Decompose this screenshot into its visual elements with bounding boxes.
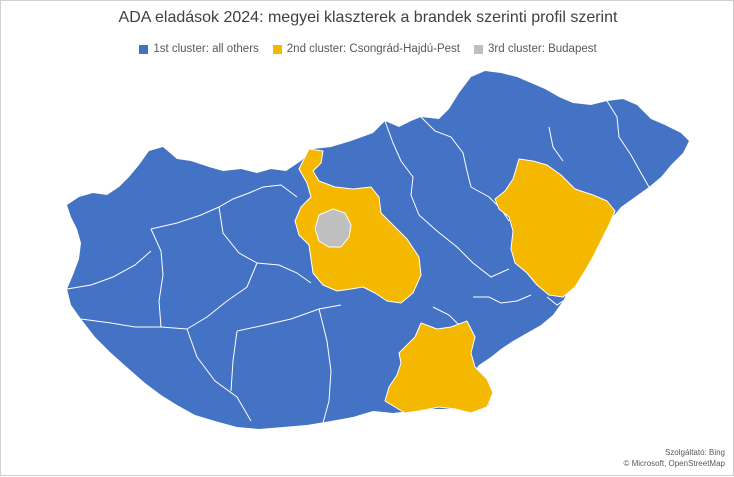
legend-swatch-cluster-2	[272, 44, 282, 54]
legend-label-cluster-1: 1st cluster: all others	[153, 43, 259, 55]
legend-swatch-cluster-3	[474, 44, 484, 54]
legend-label-cluster-2: 2nd cluster: Csongrád-Hajdú-Pest	[286, 43, 461, 55]
county-csongrad	[384, 320, 494, 414]
credit-provider: Szolgáltató: Bing	[664, 448, 725, 457]
legend-label-cluster-3: 3rd cluster: Budapest	[488, 43, 597, 55]
county-borders	[66, 100, 650, 424]
county-hajdu-bihar	[494, 158, 616, 298]
legend: 1st cluster: all others 2nd cluster: Cso…	[1, 43, 734, 55]
legend-item-cluster-3: 3rd cluster: Budapest	[474, 43, 597, 55]
legend-swatch-cluster-1	[139, 44, 149, 54]
chart-title: ADA eladások 2024: megyei klaszterek a b…	[118, 9, 618, 26]
credit-copyright: © Microsoft, OpenStreetMap	[623, 459, 726, 468]
budapest	[314, 208, 352, 248]
legend-item-cluster-1: 1st cluster: all others	[139, 43, 259, 55]
legend-item-cluster-2: 2nd cluster: Csongrád-Hajdú-Pest	[272, 43, 461, 55]
map-credit: Szolgáltató: Bing © Microsoft, OpenStree…	[624, 447, 726, 469]
county-pest	[294, 148, 422, 304]
